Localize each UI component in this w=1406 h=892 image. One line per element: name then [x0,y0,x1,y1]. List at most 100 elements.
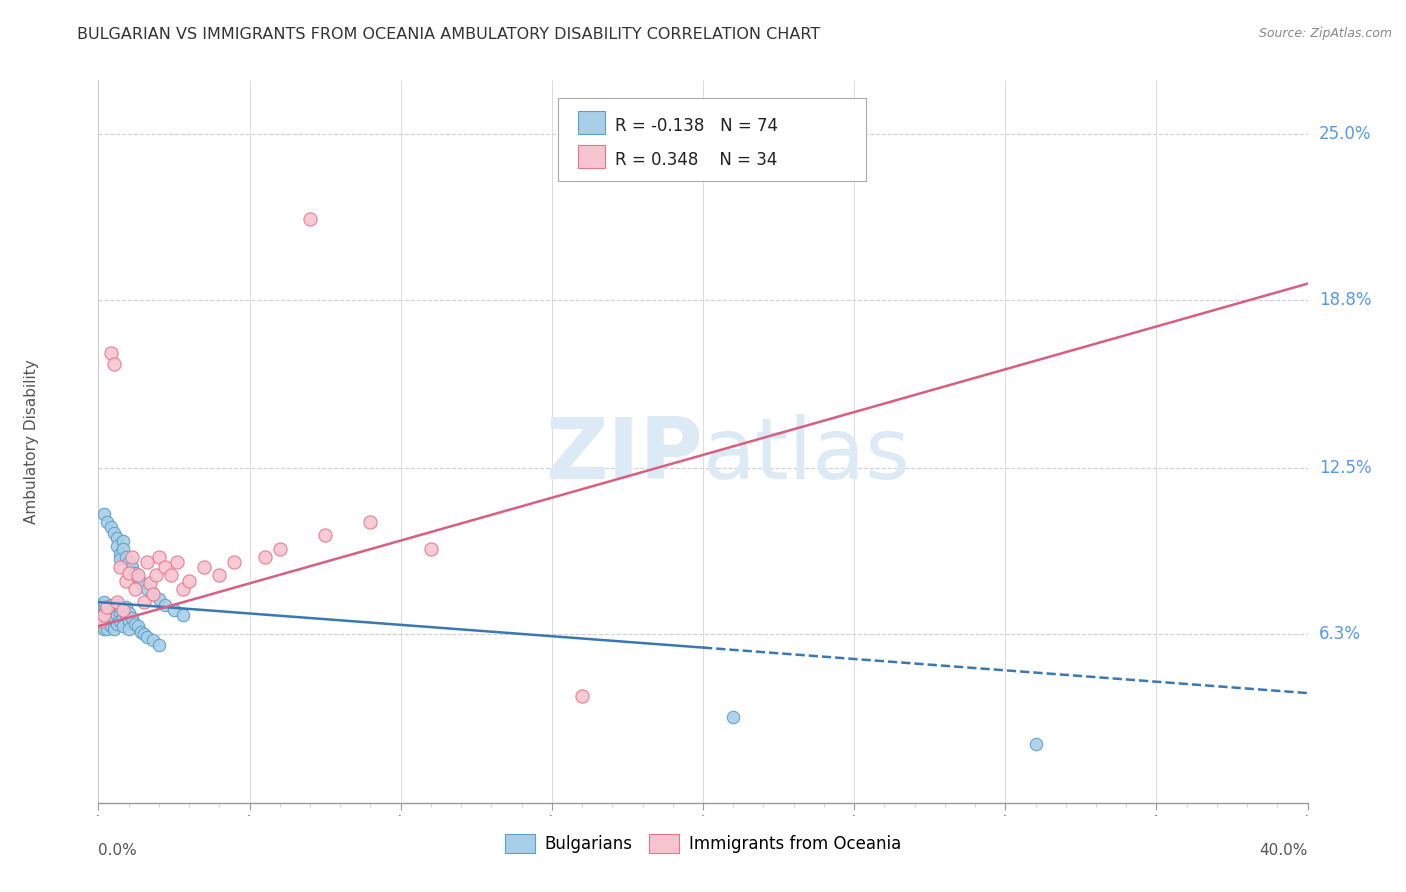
Point [111,603,134,617]
Text: 6.3%: 6.3% [1319,625,1361,643]
Text: 12.5%: 12.5% [1319,459,1371,477]
Point [111,611,134,625]
Point [100,603,122,617]
Point [90,614,112,628]
Point [96,608,118,623]
Point [172,608,194,623]
Point [96,606,118,620]
Text: 18.8%: 18.8% [1319,291,1371,309]
Point [124,566,146,580]
Text: 0.0%: 0.0% [98,843,138,857]
Point [723,710,745,724]
Point [90,619,112,633]
Point [129,624,152,639]
FancyBboxPatch shape [558,98,866,181]
Point [135,630,157,644]
Point [299,212,322,227]
Point [93,600,115,615]
Point [111,619,134,633]
Point [103,614,125,628]
Point [100,608,122,623]
Point [127,571,149,585]
Point [153,560,176,574]
Point [108,600,131,615]
Point [90,598,112,612]
Point [269,541,291,556]
Point [142,632,165,647]
Point [118,566,141,580]
Point [142,587,165,601]
Point [108,552,131,566]
Point [103,611,125,625]
Text: Source: ZipAtlas.com: Source: ZipAtlas.com [1258,27,1392,40]
Point [111,533,134,548]
Point [103,357,125,371]
Point [93,611,115,625]
Point [1024,737,1046,751]
Point [105,598,128,612]
Point [100,346,122,360]
Bar [578,145,605,169]
Point [121,549,143,564]
Point [139,576,162,591]
Point [114,600,136,615]
Point [179,574,201,588]
Point [96,515,118,529]
Point [114,574,136,588]
Bar [578,111,605,135]
Point [111,603,134,617]
Point [172,582,194,596]
Point [135,582,157,596]
Point [96,600,118,615]
Point [124,582,146,596]
Point [420,541,443,556]
Point [105,531,128,545]
Point [142,587,165,601]
Point [93,622,115,636]
Point [90,608,112,623]
Point [118,622,141,636]
Point [108,606,131,620]
Point [93,507,115,521]
Point [193,560,215,574]
Point [105,595,128,609]
Text: R = 0.348    N = 34: R = 0.348 N = 34 [614,151,778,169]
Point [127,619,149,633]
Point [108,547,131,561]
Point [160,568,183,582]
Legend: Bulgarians, Immigrants from Oceania: Bulgarians, Immigrants from Oceania [498,827,908,860]
Point [96,614,118,628]
Point [129,576,152,591]
Point [114,608,136,623]
Point [163,603,186,617]
Text: 40.0%: 40.0% [1260,843,1308,857]
Point [100,598,122,612]
Point [105,608,128,623]
Point [148,592,170,607]
Point [108,560,131,574]
Point [100,619,122,633]
Point [132,595,155,609]
Point [121,611,143,625]
Text: R = -0.138   N = 74: R = -0.138 N = 74 [614,117,778,135]
Point [148,638,170,652]
Point [100,611,122,625]
Point [96,616,118,631]
Point [100,520,122,534]
Point [148,549,170,564]
Point [103,606,125,620]
Point [208,568,231,582]
Point [108,614,131,628]
Point [90,614,112,628]
Point [121,560,143,574]
Point [90,603,112,617]
Point [103,525,125,540]
Point [253,549,276,564]
Point [105,603,128,617]
Point [145,568,167,582]
Point [127,568,149,582]
Point [166,555,188,569]
Point [103,622,125,636]
Point [96,600,118,615]
Point [118,614,141,628]
